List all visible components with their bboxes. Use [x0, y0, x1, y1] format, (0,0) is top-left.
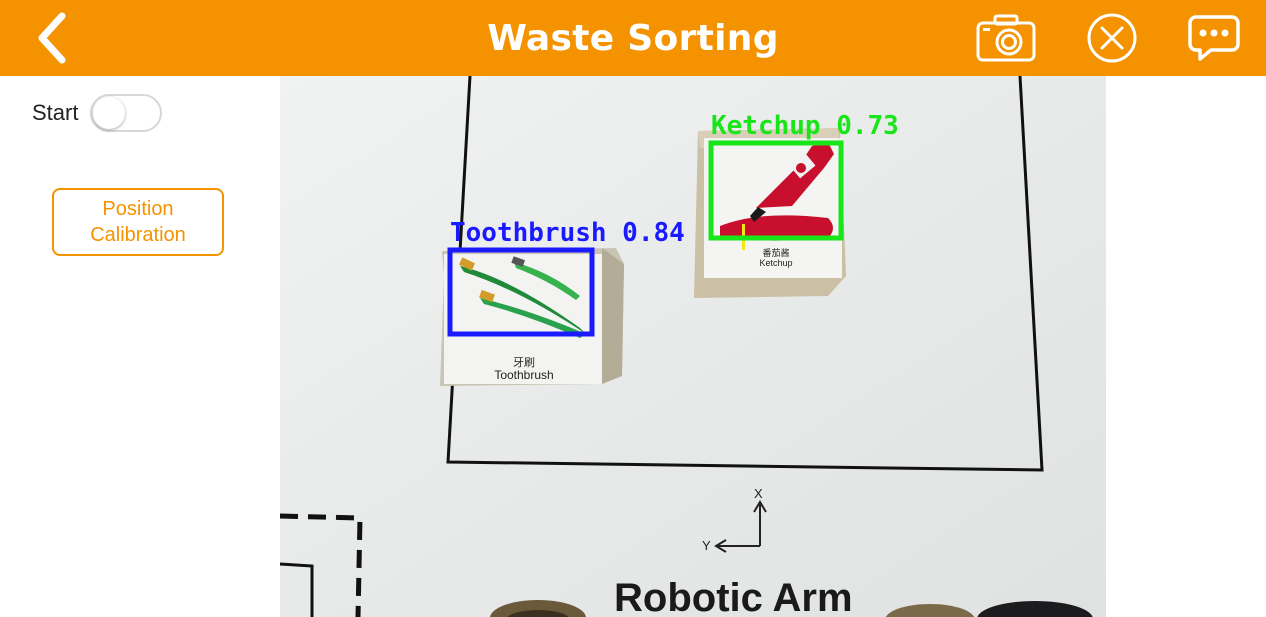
robotic-arm-floor-text: Robotic Arm: [614, 576, 853, 617]
chat-button[interactable]: [1183, 10, 1245, 66]
axis-x-label: X: [754, 486, 763, 501]
ketchup-detection-label: Ketchup 0.73: [711, 111, 899, 141]
camera-icon: [975, 13, 1037, 63]
start-row: Start: [32, 94, 162, 132]
chat-icon: [1187, 12, 1241, 64]
camera-button[interactable]: [975, 10, 1037, 66]
control-panel: [0, 76, 280, 617]
camera-feed: Toothbrush 0.84 Ketchup 0.73 牙刷 Toothbru…: [280, 76, 1106, 617]
camera-scene: [280, 76, 1106, 617]
ketchup-card-en: Ketchup: [736, 258, 816, 268]
ketchup-block: [694, 128, 846, 298]
page-title: Waste Sorting: [0, 0, 1266, 76]
close-circle-icon: [1085, 11, 1139, 65]
top-bar: Waste Sorting: [0, 0, 1266, 76]
position-calibration-button[interactable]: Position Calibration: [52, 188, 224, 256]
toothbrush-card-en: Toothbrush: [474, 368, 574, 382]
close-button[interactable]: [1081, 10, 1143, 66]
toggle-knob: [93, 97, 125, 129]
start-toggle[interactable]: [90, 94, 162, 132]
toothbrush-detection-label: Toothbrush 0.84: [450, 218, 685, 248]
axis-y-label: Y: [702, 538, 711, 553]
start-label: Start: [32, 100, 78, 126]
